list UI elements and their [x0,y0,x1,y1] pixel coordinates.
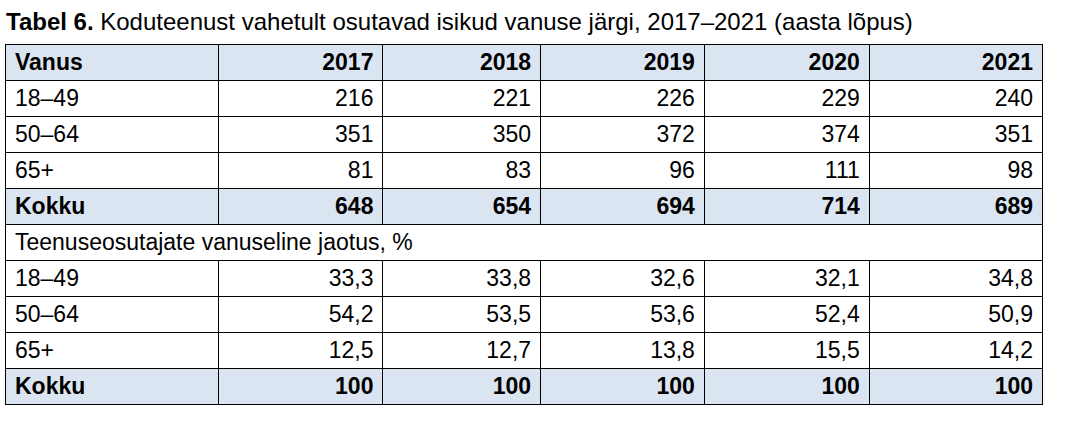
table-row-pct-50-64: 50–64 54,2 53,5 53,6 52,4 50,9 [6,297,1043,333]
value-cell: 13,8 [541,333,705,369]
total-row-counts: Kokku 648 654 694 714 689 [6,189,1043,225]
value-cell: 226 [541,81,705,117]
value-cell: 351 [218,117,383,153]
row-label: 18–49 [6,261,219,297]
row-label: 65+ [6,153,219,189]
value-cell: 374 [704,117,869,153]
table-row-65-plus: 65+ 81 83 96 111 98 [6,153,1043,189]
value-cell: 100 [869,369,1042,405]
value-cell: 221 [383,81,541,117]
section-row: Teenuseosutajate vanuseline jaotus, % [6,225,1043,261]
section-label: Teenuseosutajate vanuseline jaotus, % [6,225,1043,261]
value-cell: 100 [704,369,869,405]
row-label: 65+ [6,333,219,369]
value-cell: 32,1 [704,261,869,297]
column-header-2020: 2020 [704,45,869,81]
value-cell: 714 [704,189,869,225]
value-cell: 351 [869,117,1042,153]
value-cell: 100 [541,369,705,405]
table-number: Tabel 6. [6,8,94,35]
value-cell: 33,8 [383,261,541,297]
table-row-pct-65-plus: 65+ 12,5 12,7 13,8 15,5 14,2 [6,333,1043,369]
value-cell: 229 [704,81,869,117]
value-cell: 694 [541,189,705,225]
value-cell: 240 [869,81,1042,117]
total-row-percent: Kokku 100 100 100 100 100 [6,369,1043,405]
column-header-2018: 2018 [383,45,541,81]
row-label: Kokku [6,189,219,225]
value-cell: 96 [541,153,705,189]
value-cell: 54,2 [218,297,383,333]
column-header-2019: 2019 [541,45,705,81]
value-cell: 100 [383,369,541,405]
value-cell: 100 [218,369,383,405]
table-row-50-64: 50–64 351 350 372 374 351 [6,117,1043,153]
column-header-vanus: Vanus [6,45,219,81]
value-cell: 98 [869,153,1042,189]
column-header-2021: 2021 [869,45,1042,81]
row-label: 50–64 [6,117,219,153]
row-label: 50–64 [6,297,219,333]
value-cell: 81 [218,153,383,189]
value-cell: 50,9 [869,297,1042,333]
value-cell: 52,4 [704,297,869,333]
row-label: Kokku [6,369,219,405]
table-row-18-49: 18–49 216 221 226 229 240 [6,81,1043,117]
value-cell: 53,5 [383,297,541,333]
header-row: Vanus 2017 2018 2019 2020 2021 [6,45,1043,81]
value-cell: 12,7 [383,333,541,369]
page: Tabel 6. Koduteenust vahetult osutavad i… [0,0,1075,432]
value-cell: 53,6 [541,297,705,333]
value-cell: 34,8 [869,261,1042,297]
table-caption: Koduteenust vahetult osutavad isikud van… [94,8,913,35]
value-cell: 372 [541,117,705,153]
value-cell: 15,5 [704,333,869,369]
value-cell: 689 [869,189,1042,225]
row-label: 18–49 [6,81,219,117]
table-row-pct-18-49: 18–49 33,3 33,8 32,6 32,1 34,8 [6,261,1043,297]
value-cell: 12,5 [218,333,383,369]
value-cell: 350 [383,117,541,153]
value-cell: 32,6 [541,261,705,297]
value-cell: 14,2 [869,333,1042,369]
value-cell: 111 [704,153,869,189]
column-header-2017: 2017 [218,45,383,81]
value-cell: 216 [218,81,383,117]
data-table: Vanus 2017 2018 2019 2020 2021 18–49 216… [5,44,1043,405]
value-cell: 648 [218,189,383,225]
table-title: Tabel 6. Koduteenust vahetult osutavad i… [0,0,1075,44]
value-cell: 83 [383,153,541,189]
value-cell: 33,3 [218,261,383,297]
value-cell: 654 [383,189,541,225]
